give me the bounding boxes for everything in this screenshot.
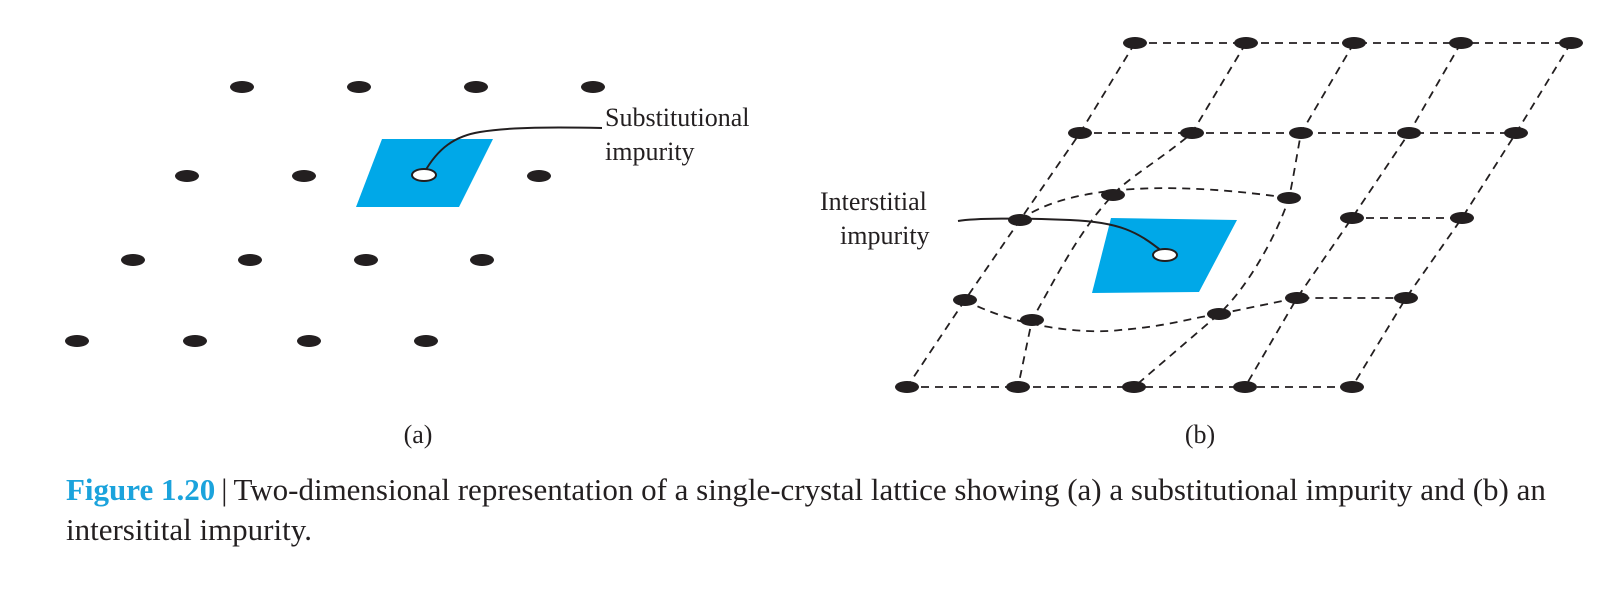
atom [527, 170, 551, 182]
atom [1559, 37, 1583, 49]
panel-a-substitutional: Substitutional impurity (a) [65, 81, 749, 449]
substitutional-impurity-atom [411, 168, 437, 182]
atom [121, 254, 145, 266]
panel-a-label: (a) [404, 420, 433, 449]
atom [347, 81, 371, 93]
atom [1340, 212, 1364, 224]
atom [414, 335, 438, 347]
atom [1122, 381, 1146, 393]
atom [1233, 381, 1257, 393]
atom [953, 294, 977, 306]
bond-col-3 [1133, 42, 1355, 388]
caption-separator: | [221, 472, 228, 507]
atom [175, 170, 199, 182]
atom [1123, 37, 1147, 49]
atom [183, 335, 207, 347]
atom [230, 81, 254, 93]
atom [464, 81, 488, 93]
atom [1342, 37, 1366, 49]
atom [1504, 127, 1528, 139]
bond-row-4 [964, 299, 1220, 333]
atom [1397, 127, 1421, 139]
bond-col-4 [1244, 42, 1462, 388]
atom [1006, 381, 1030, 393]
atom [1340, 381, 1364, 393]
atom [292, 170, 316, 182]
bond-col-5 [1351, 42, 1572, 388]
atom [1234, 37, 1258, 49]
atom [1277, 192, 1301, 204]
leader-line-b [957, 217, 1164, 253]
atom [238, 254, 262, 266]
caption-text: Two-dimensional representation of a sing… [66, 472, 1546, 547]
atom [1285, 292, 1309, 304]
annotation-a-line1: Substitutional [605, 103, 749, 132]
annotation-b-line1: Interstitial [820, 187, 927, 216]
lattice-b-atoms [895, 37, 1583, 393]
annotation-b-line2: impurity [840, 221, 930, 250]
annotation-a-line2: impurity [605, 137, 695, 166]
atom [65, 335, 89, 347]
atom [895, 381, 919, 393]
atom [470, 254, 494, 266]
bond-row-3 [1019, 187, 1290, 221]
atom [581, 81, 605, 93]
atom [1101, 189, 1125, 201]
figure-caption: Figure 1.20 | Two-dimensional representati… [66, 470, 1586, 550]
lattice-a-atoms [65, 81, 605, 347]
atom [1008, 214, 1032, 226]
panel-b-interstitial: Interstitial impurity (b) [820, 37, 1583, 449]
panel-b-label: (b) [1185, 420, 1215, 449]
atom [1207, 308, 1231, 320]
bond-row-4-right [1218, 297, 1406, 315]
atom [1180, 127, 1204, 139]
atom [1068, 127, 1092, 139]
atom [1020, 314, 1044, 326]
interstitial-impurity-atom [1152, 248, 1178, 262]
atom [1289, 127, 1313, 139]
leader-line-a [423, 126, 603, 174]
bond-col-2 [1017, 42, 1247, 388]
atom [1394, 292, 1418, 304]
atom [1450, 212, 1474, 224]
figure-number: Figure 1.20 [66, 472, 216, 507]
atom [297, 335, 321, 347]
atom [354, 254, 378, 266]
atom [1449, 37, 1473, 49]
